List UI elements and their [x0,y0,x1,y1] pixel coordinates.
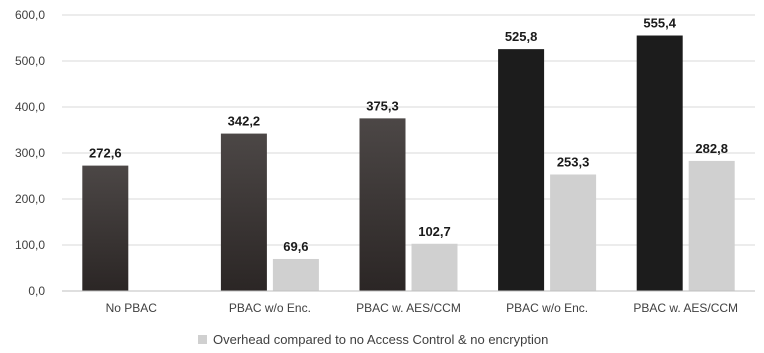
legend: Overhead compared to no Access Control &… [198,332,548,347]
data-label-overhead: 253,3 [557,154,590,169]
y-tick-label: 200,0 [15,192,45,206]
data-label-overhead: 282,8 [695,141,728,156]
y-tick-label: 0,0 [28,284,45,298]
data-labels: 272,6 342,2 69,6 375,3 102,7 525,8 253,3 555,4 2… [89,16,728,254]
y-tick-label: 600,0 [15,8,45,22]
legend-label: Overhead compared to no Access Control &… [213,332,548,347]
data-label-total: 525,8 [505,29,538,44]
gridlines [62,14,755,292]
y-tick-label: 300,0 [15,146,45,160]
data-label-total: 272,6 [89,146,122,161]
bar-total [82,165,129,291]
y-tick-label: 400,0 [15,100,45,114]
bar-overhead [272,258,319,291]
bars [82,35,735,292]
data-label-overhead: 69,6 [283,239,308,254]
x-tick-label: PBAC w. AES/CCM [356,301,461,315]
bar-overhead [550,174,597,291]
bar-overhead [411,243,458,291]
x-axis: No PBAC PBAC w/o Enc. PBAC w. AES/CCM PBAC … [62,290,755,315]
x-tick-label: No PBAC [106,301,158,315]
data-label-overhead: 102,7 [418,224,451,239]
data-label-total: 375,3 [366,98,399,113]
x-tick-label: PBAC w/o Enc. [229,301,311,315]
data-label-total: 342,2 [228,114,261,129]
bar-total [359,118,406,291]
y-tick-label: 500,0 [15,54,45,68]
y-axis: 0,0 100,0 200,0 300,0 400,0 500,0 600,0 [15,8,45,298]
bar-total [498,49,545,291]
data-label-total: 555,4 [643,16,676,31]
x-tick-label: PBAC w. AES/CCM [633,301,738,315]
x-tick-label: PBAC w/o Enc. [506,301,588,315]
bar-total [636,35,683,292]
legend-swatch [198,335,207,344]
bar-total [220,133,267,291]
y-tick-label: 100,0 [15,238,45,252]
bar-overhead [688,160,735,291]
